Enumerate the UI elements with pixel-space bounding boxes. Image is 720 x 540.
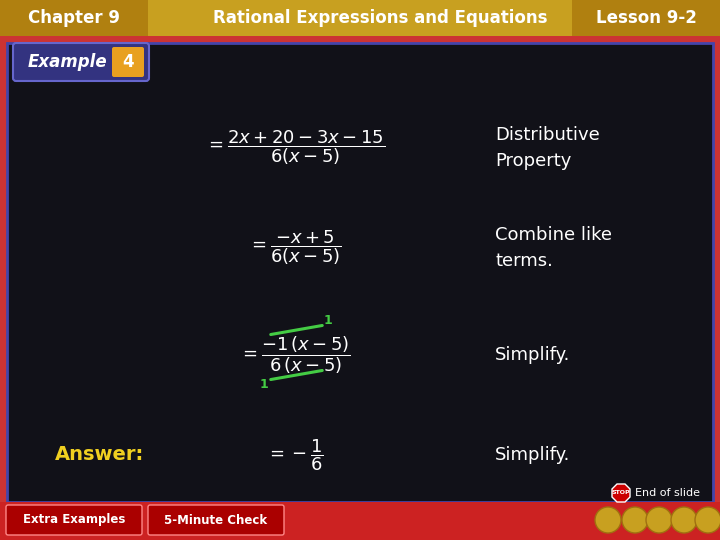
Circle shape [646, 507, 672, 533]
Text: 1: 1 [323, 314, 333, 327]
Text: $= \dfrac{-1\,(x-5)}{6\,(x-5)}$: $= \dfrac{-1\,(x-5)}{6\,(x-5)}$ [239, 334, 351, 376]
Circle shape [695, 507, 720, 533]
Text: STOP: STOP [612, 490, 630, 496]
Circle shape [622, 507, 648, 533]
Text: End of slide: End of slide [635, 488, 700, 498]
Bar [0, 0, 148, 36]
Text: 4: 4 [122, 53, 134, 71]
Text: Lesson 9-2: Lesson 9-2 [595, 9, 696, 27]
Polygon shape [612, 484, 630, 502]
Text: 1: 1 [260, 377, 269, 390]
FancyBboxPatch shape [148, 505, 284, 535]
Text: Answer:: Answer: [55, 446, 144, 464]
Text: $= \dfrac{-x+5}{6(x-5)}$: $= \dfrac{-x+5}{6(x-5)}$ [248, 228, 342, 267]
Text: Combine like
terms.: Combine like terms. [495, 226, 612, 269]
FancyBboxPatch shape [13, 43, 149, 81]
Text: Distributive
Property: Distributive Property [495, 126, 600, 170]
Text: Example: Example [28, 53, 107, 71]
FancyBboxPatch shape [112, 47, 144, 77]
Bar [572, 0, 720, 36]
Bar [0, 502, 720, 540]
Text: Simplify.: Simplify. [495, 446, 570, 464]
Text: Extra Examples: Extra Examples [23, 514, 125, 526]
Text: $= \dfrac{2x+20-3x-15}{6(x-5)}$: $= \dfrac{2x+20-3x-15}{6(x-5)}$ [204, 129, 385, 167]
Bar [0, 0, 720, 36]
FancyBboxPatch shape [6, 505, 142, 535]
Circle shape [595, 507, 621, 533]
Text: Chapter 9: Chapter 9 [28, 9, 120, 27]
Circle shape [671, 507, 697, 533]
Bar [7, 43, 713, 502]
Text: Simplify.: Simplify. [495, 346, 570, 364]
Text: Rational Expressions and Equations: Rational Expressions and Equations [212, 9, 547, 27]
Text: 5-Minute Check: 5-Minute Check [164, 514, 268, 526]
Text: $= -\dfrac{1}{6}$: $= -\dfrac{1}{6}$ [266, 437, 324, 473]
